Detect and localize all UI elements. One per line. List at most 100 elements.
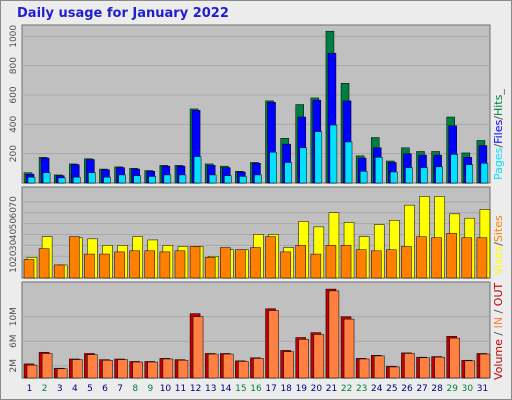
bar-in-day-14 xyxy=(223,353,234,379)
bar-pages-day-12 xyxy=(193,156,202,184)
bar-in-day-3 xyxy=(56,368,68,379)
bar-sites-day-24 xyxy=(370,250,382,279)
x-tick-label: 14 xyxy=(220,384,232,394)
x-tick-label: 23 xyxy=(356,384,367,394)
y-tick-label: 20 xyxy=(9,250,19,262)
x-tick-label: 24 xyxy=(371,384,383,394)
x-tick-label: 29 xyxy=(447,384,459,394)
bar-sites-day-4 xyxy=(69,236,80,279)
x-tick-label: 2 xyxy=(42,384,48,394)
legend-top: Pages/Files/Hits_ xyxy=(492,89,505,180)
x-tick-label: 4 xyxy=(72,384,78,394)
bar-sites-day-22 xyxy=(340,245,352,279)
x-tick-label: 12 xyxy=(190,384,201,394)
y-tick-label: 1000 xyxy=(9,25,19,48)
y-tick-label: 400 xyxy=(9,115,19,132)
bar-in-day-9 xyxy=(147,361,159,379)
bar-sites-day-11 xyxy=(174,250,186,279)
bar-pages-day-26 xyxy=(405,167,413,184)
x-tick-label: 9 xyxy=(147,384,153,394)
legend-sites: Sites xyxy=(492,215,505,242)
legend-volume: Volume xyxy=(492,339,505,380)
x-tick-label: 13 xyxy=(205,384,216,394)
y-tick-label: 30 xyxy=(9,239,19,251)
bar-pages-day-31 xyxy=(480,162,489,184)
bar-sites-day-25 xyxy=(386,249,397,279)
y-tick-label: 200 xyxy=(9,145,19,162)
bar-sites-day-28 xyxy=(431,237,442,279)
bar-sites-day-10 xyxy=(159,251,171,279)
bar-sites-day-2 xyxy=(38,248,50,279)
bar-sites-day-8 xyxy=(129,250,140,279)
x-tick-label: 27 xyxy=(416,384,427,394)
bar-pages-day-14 xyxy=(224,175,232,184)
legend-visits: Visits xyxy=(492,246,505,275)
bar-pages-day-16 xyxy=(254,174,262,184)
y-tick-label: 70 xyxy=(9,196,19,208)
bar-pages-day-7 xyxy=(118,174,126,184)
bar-in-day-21 xyxy=(328,290,340,379)
bar-in-day-8 xyxy=(132,361,143,379)
bar-sites-day-14 xyxy=(220,247,231,279)
bar-pages-day-1 xyxy=(27,176,36,184)
y-tick-label: 2M xyxy=(9,359,19,373)
bar-in-day-29 xyxy=(449,337,460,379)
x-tick-label: 8 xyxy=(132,384,138,394)
bar-pages-day-27 xyxy=(420,167,428,184)
bar-sites-day-5 xyxy=(84,253,95,279)
y-tick-label: 800 xyxy=(9,57,19,74)
bar-sites-day-23 xyxy=(355,249,367,279)
bar-in-day-20 xyxy=(313,334,325,379)
bar-sites-day-12 xyxy=(189,246,201,279)
bar-in-day-6 xyxy=(102,359,113,379)
bar-in-day-16 xyxy=(253,358,264,379)
bar-in-day-31 xyxy=(479,353,491,379)
y-tick-label: 50 xyxy=(9,218,19,230)
x-tick-label: 3 xyxy=(57,384,63,394)
bar-sites-day-26 xyxy=(401,246,412,279)
bar-in-day-30 xyxy=(464,360,476,379)
y-tick-label: 6M xyxy=(9,334,19,348)
bar-pages-day-15 xyxy=(239,176,247,184)
bar-pages-day-17 xyxy=(269,151,277,184)
bar-in-day-13 xyxy=(207,353,219,379)
bar-sites-day-3 xyxy=(53,264,65,279)
bar-in-day-4 xyxy=(72,359,83,379)
legend-hits: Hits xyxy=(492,94,505,116)
bar-pages-day-3 xyxy=(57,177,66,184)
bar-pages-day-24 xyxy=(374,157,383,184)
bar-in-day-24 xyxy=(373,355,385,379)
x-tick-label: 28 xyxy=(431,384,443,394)
bar-in-day-17 xyxy=(268,310,279,379)
x-tick-label: 11 xyxy=(175,384,186,394)
bar-pages-day-13 xyxy=(208,174,217,184)
bar-sites-day-21 xyxy=(325,245,337,279)
x-tick-label: 25 xyxy=(386,384,397,394)
legend-middle: Visits/Sites xyxy=(492,215,505,275)
bar-in-day-26 xyxy=(404,353,415,379)
x-tick-label: 5 xyxy=(87,384,93,394)
x-tick-label: 1 xyxy=(27,384,33,394)
bar-pages-day-25 xyxy=(390,171,398,184)
bar-in-day-28 xyxy=(434,356,445,379)
x-tick-label: 7 xyxy=(117,384,123,394)
bar-pages-day-6 xyxy=(103,176,111,184)
x-tick-label: 15 xyxy=(235,384,246,394)
x-tick-label: 18 xyxy=(280,384,292,394)
bar-sites-day-18 xyxy=(280,251,291,279)
bar-in-day-11 xyxy=(177,359,189,379)
bar-sites-day-27 xyxy=(416,236,427,279)
bar-sites-day-30 xyxy=(461,237,473,279)
bar-sites-day-15 xyxy=(235,249,246,279)
bar-pages-day-10 xyxy=(163,174,172,184)
y-tick-label: 40 xyxy=(9,229,19,241)
bar-sites-day-17 xyxy=(265,236,276,279)
bar-sites-day-7 xyxy=(114,251,125,279)
bar-pages-day-28 xyxy=(435,166,443,184)
bar-pages-day-23 xyxy=(359,171,368,184)
legend-in: IN xyxy=(492,317,505,328)
bar-sites-day-31 xyxy=(476,237,488,279)
legend-files: Files xyxy=(492,119,505,143)
y-tick-label: 600 xyxy=(9,86,19,103)
